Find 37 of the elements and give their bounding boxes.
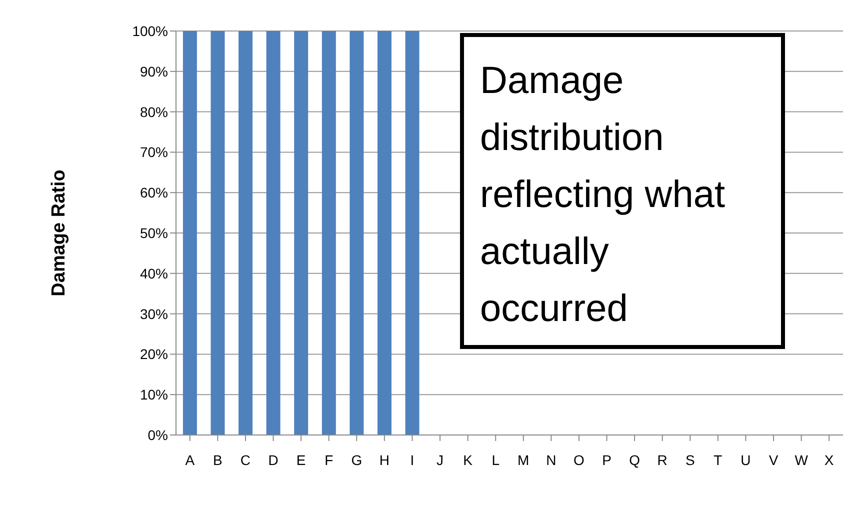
x-tick-label: C [240, 452, 251, 468]
x-tick-label: M [518, 452, 530, 468]
y-axis-title: Damage Ratio [48, 170, 70, 296]
y-tick-label: 10% [140, 386, 168, 403]
y-tick-label: 20% [140, 346, 168, 362]
y-tick-label: 90% [140, 63, 168, 80]
y-tick-label: 50% [140, 224, 168, 241]
x-tick-label: A [185, 452, 196, 468]
x-tick-label: L [492, 452, 500, 468]
x-tick-label: H [379, 452, 390, 468]
y-tick-label: 80% [140, 104, 168, 120]
y-tick-label: 100% [132, 22, 168, 39]
x-tick-label: E [296, 452, 306, 468]
x-tick-label: W [794, 452, 809, 468]
x-tick-label: I [410, 452, 414, 468]
y-tick-label: 60% [140, 184, 168, 201]
x-tick-label: X [824, 452, 834, 468]
x-tick-label: S [685, 452, 695, 468]
x-tick-label: O [574, 452, 585, 468]
x-tick-label: D [268, 452, 278, 468]
y-tick-label: 70% [140, 144, 168, 160]
x-tick-label: T [714, 452, 723, 468]
y-tick-label: 30% [140, 306, 168, 322]
x-tick-label: U [740, 452, 751, 468]
x-tick-label: N [546, 452, 556, 468]
y-tick-label: 40% [140, 265, 168, 282]
x-tick-label: G [351, 452, 362, 468]
x-tick-label: B [213, 452, 222, 468]
x-tick-label: Q [629, 452, 640, 468]
annotation: Damage distribution reflecting what actually occurred [460, 33, 785, 349]
x-tick-label: P [602, 452, 612, 468]
x-tick-label: R [657, 452, 668, 468]
x-tick-label: K [463, 452, 474, 468]
x-tick-label: V [768, 452, 779, 468]
y-tick-label: 0% [148, 426, 168, 443]
x-tick-label: F [324, 452, 334, 468]
x-tick-label: J [436, 452, 444, 468]
